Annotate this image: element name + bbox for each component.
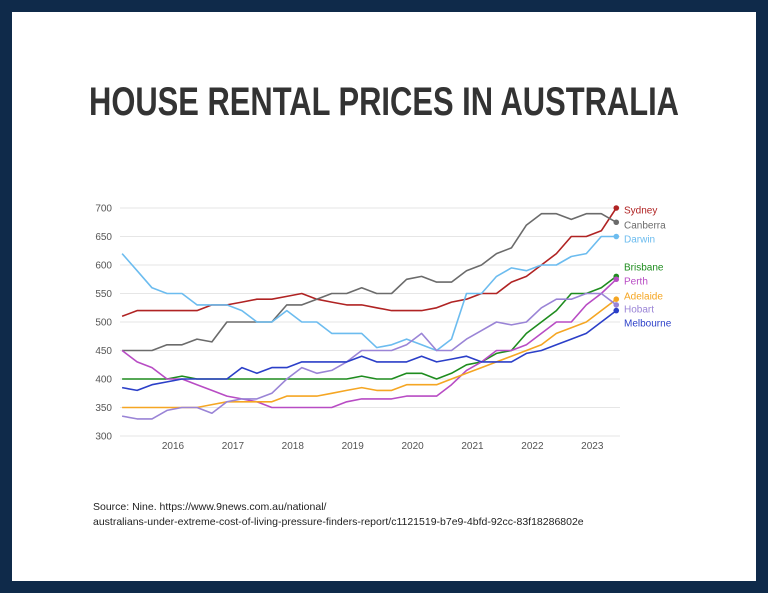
end-marker-sydney [613, 205, 620, 211]
x-tick-label: 2022 [521, 441, 544, 452]
x-tick-label: 2020 [401, 441, 424, 452]
x-tick-label: 2023 [581, 441, 604, 452]
series-line-melbourne [121, 309, 617, 392]
y-tick-label: 400 [95, 375, 112, 386]
y-tick-label: 300 [95, 432, 112, 443]
source-line-1: Source: Nine. https://www.9news.com.au/n… [93, 501, 327, 513]
end-marker-canberra [613, 219, 620, 226]
x-tick-label: 2016 [162, 441, 185, 452]
series-label-brisbane: Brisbane [624, 263, 664, 274]
y-tick-label: 350 [95, 403, 112, 414]
series-label-adelaide: Adelaide [624, 292, 663, 303]
series-label-sydney: Sydney [624, 206, 657, 217]
y-ticks: 300 350 400 450 500 550 600 650 700 [95, 204, 112, 443]
x-tick-label: 2018 [282, 441, 305, 452]
series-label-hobart: Hobart [624, 305, 654, 316]
series-line-hobart [121, 292, 617, 420]
chart: HOUSE RENTAL PRICES IN AUSTRALIA 300 350 4… [89, 80, 679, 452]
series-labels: Sydney Canberra Darwin Brisbane Perth Adelaid… [624, 206, 672, 330]
series-line-adelaide [122, 298, 617, 409]
end-marker-adelaide [613, 296, 620, 303]
series-label-canberra: Canberra [624, 221, 666, 232]
y-tick-label: 650 [95, 232, 112, 243]
x-ticks: 2016 2017 2018 2019 2020 2021 2022 2023 [162, 441, 604, 452]
y-tick-label: 700 [95, 204, 112, 215]
series-line-sydney [121, 207, 617, 318]
series-label-darwin: Darwin [624, 235, 655, 246]
end-marker-perth [613, 276, 620, 283]
x-tick-label: 2021 [461, 441, 484, 452]
x-tick-label: 2019 [342, 441, 365, 452]
chart-title: HOUSE RENTAL PRICES IN AUSTRALIA [89, 80, 679, 124]
grid [120, 207, 620, 437]
series-label-perth: Perth [624, 277, 648, 288]
y-tick-label: 550 [95, 289, 112, 300]
source-line-2: australians-under-extreme-cost-of-living… [93, 516, 584, 528]
y-tick-label: 500 [95, 318, 112, 329]
end-marker-darwin [613, 233, 620, 240]
series-lines [121, 205, 620, 420]
series-line-darwin [121, 235, 617, 352]
end-marker-melbourne [613, 307, 620, 314]
card: HOUSE RENTAL PRICES IN AUSTRALIA 300 350 4… [12, 12, 756, 581]
end-marker-hobart [613, 302, 620, 308]
series-line-canberra [122, 212, 617, 352]
series-label-melbourne: Melbourne [624, 319, 672, 330]
y-tick-label: 600 [95, 261, 112, 272]
y-tick-label: 450 [95, 346, 112, 357]
series-line-perth [121, 278, 617, 409]
series-line-brisbane [122, 275, 617, 380]
x-tick-label: 2017 [222, 441, 245, 452]
